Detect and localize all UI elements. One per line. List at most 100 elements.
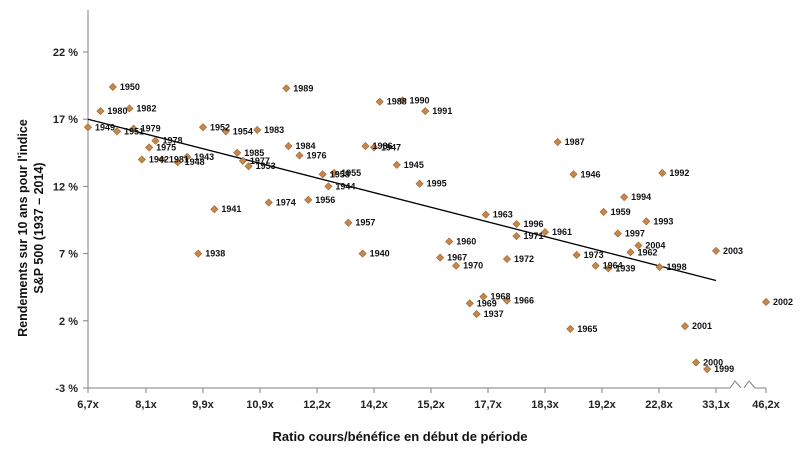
data-label-1994: 1994: [631, 192, 651, 202]
data-point-1943: [183, 152, 192, 161]
data-point-2001: [680, 322, 690, 331]
data-point-1937: [472, 310, 481, 319]
data-point-1980: [96, 107, 105, 116]
data-point-1958: [318, 170, 327, 179]
data-label-1947: 1947: [381, 142, 401, 152]
data-point-1983: [253, 125, 262, 134]
data-label-1996: 1996: [524, 219, 544, 229]
trendline: [87, 118, 717, 282]
data-point-1945: [392, 160, 401, 169]
data-label-1995: 1995: [427, 179, 447, 189]
data-label-1979: 1979: [141, 124, 161, 134]
data-label-1990: 1990: [410, 95, 430, 105]
data-point-1977: [238, 156, 247, 165]
data-label-2001: 2001: [692, 321, 712, 331]
x-axis-ticks: 6,7x 8,1x 9,9x 10,9x 12,2x 14,2x 15,2x 17,7x 18,…: [77, 388, 781, 411]
data-label-1955: 1955: [341, 168, 361, 178]
data-point-1968: [479, 292, 488, 301]
data-label-1949: 1949: [95, 122, 115, 132]
data-label-1969: 1969: [477, 298, 497, 308]
data-point-1981: [157, 155, 166, 164]
data-point-1984: [284, 142, 293, 151]
x-tick-label: 15,2x: [417, 399, 445, 411]
data-label-1980: 1980: [107, 106, 127, 116]
data-label-1956: 1956: [315, 195, 335, 205]
data-label-1952: 1952: [210, 122, 230, 132]
data-label-1939: 1939: [615, 263, 635, 273]
data-label-1997: 1997: [625, 228, 645, 238]
data-point-1972: [502, 254, 512, 264]
data-point-1978: [151, 136, 160, 145]
data-label-1937: 1937: [484, 309, 504, 319]
data-label-1971: 1971: [524, 231, 544, 241]
data-point-1982: [125, 104, 134, 113]
data-point-1961: [540, 228, 550, 237]
data-point-1959: [599, 207, 608, 216]
data-label-1968: 1968: [490, 292, 510, 302]
data-label-1943: 1943: [194, 152, 214, 162]
data-label-1986: 1986: [372, 141, 392, 151]
data-point-1976: [295, 151, 304, 160]
data-point-1994: [620, 193, 629, 202]
data-label-1941: 1941: [221, 204, 241, 214]
data-label-1964: 1964: [603, 261, 623, 271]
data-label-1998: 1998: [667, 262, 687, 272]
data-label-1945: 1945: [404, 160, 424, 170]
data-label-1984: 1984: [296, 141, 316, 151]
data-point-1967: [436, 253, 445, 262]
data-label-2000: 2000: [703, 357, 723, 367]
data-point-1991: [421, 107, 430, 116]
data-label-2002: 2002: [773, 297, 793, 307]
data-label-1959: 1959: [611, 207, 631, 217]
data-label-1991: 1991: [432, 106, 452, 116]
data-label-1954: 1954: [233, 126, 253, 136]
data-point-1965: [566, 324, 575, 333]
data-point-1974: [264, 198, 273, 207]
data-point-1970: [452, 261, 461, 270]
data-point-2004: [634, 241, 643, 250]
data-label-1993: 1993: [653, 216, 673, 226]
data-label-1940: 1940: [370, 249, 390, 259]
axes: [87, 10, 766, 389]
data-label-1948: 1948: [185, 157, 205, 167]
data-label-1989: 1989: [293, 83, 313, 93]
data-point-1955: [330, 168, 339, 177]
x-tick-label: 46,2x: [752, 399, 780, 411]
data-label-1973: 1973: [584, 250, 604, 260]
data-point-1956: [304, 195, 313, 204]
data-label-1960: 1960: [456, 237, 476, 247]
data-point-1963: [481, 210, 490, 219]
data-point-1996: [512, 220, 521, 229]
data-label-1961: 1961: [552, 227, 572, 237]
data-point-1997: [613, 229, 622, 238]
data-point-1946: [569, 170, 578, 179]
data-label-1974: 1974: [276, 198, 296, 208]
data-point-1995: [415, 179, 424, 188]
y-axis-title-line-2: S&P 500 (1937 – 2014): [32, 162, 46, 293]
data-point-1971: [512, 232, 521, 241]
data-point-1940: [358, 249, 367, 258]
x-tick-label: 12,2x: [303, 399, 331, 411]
data-point-1947: [369, 143, 379, 152]
x-tick-label: 14,2x: [360, 399, 388, 411]
data-point-1966: [502, 296, 512, 305]
x-tick-label: 6,7x: [77, 399, 99, 411]
data-point-1944: [324, 182, 333, 191]
data-point-1953: [244, 162, 253, 171]
data-point-1960: [445, 237, 454, 246]
x-tick-label: 18,3x: [531, 399, 559, 411]
data-label-2003: 2003: [723, 246, 743, 256]
data-label-1975: 1975: [156, 142, 176, 152]
data-point-1938: [194, 249, 203, 258]
data-label-1967: 1967: [447, 253, 467, 263]
data-label-1985: 1985: [244, 148, 264, 158]
data-points: [83, 82, 771, 374]
x-tick-label: 17,7x: [474, 399, 502, 411]
data-label-1976: 1976: [306, 150, 326, 160]
y-axis-title: Rendements sur 10 ans pour l'indice S&P …: [16, 119, 46, 337]
y-tick-label: 7 %: [59, 249, 78, 261]
data-label-1978: 1978: [163, 136, 183, 146]
data-point-1999: [703, 365, 712, 374]
